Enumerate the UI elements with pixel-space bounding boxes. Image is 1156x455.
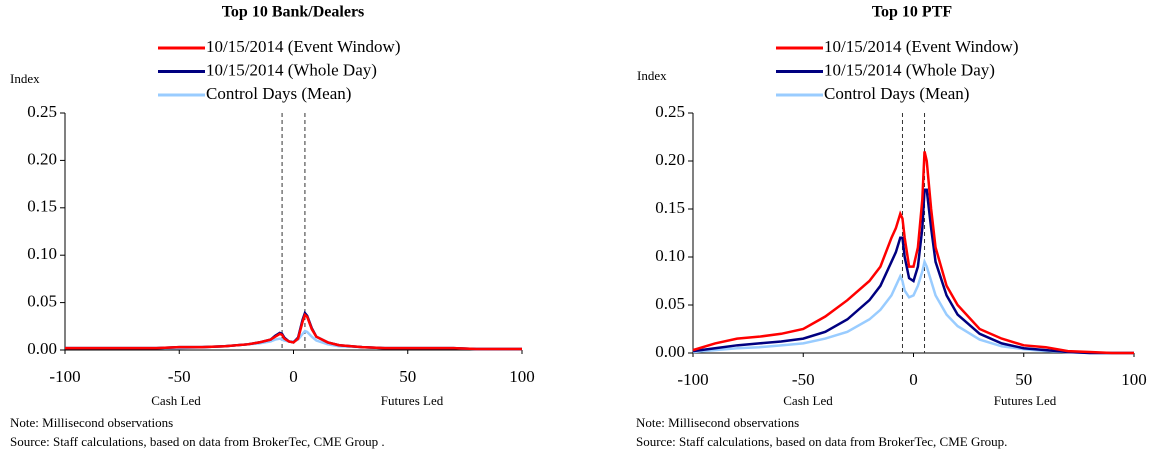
x-tick-label: 50 [1015, 370, 1032, 389]
source: Source: Staff calculations, based on dat… [636, 434, 1007, 449]
legend-label: Control Days (Mean) [206, 84, 351, 103]
y-tick-label: 0.20 [27, 149, 57, 168]
y-tick-label: 0.15 [27, 197, 57, 216]
data-line [65, 312, 522, 351]
x-tick-label: -50 [792, 370, 815, 389]
data-line [692, 151, 1134, 355]
y-tick-label: 0.00 [655, 342, 685, 361]
note: Note: Millisecond observations [10, 415, 173, 430]
x-tick-label: -100 [677, 370, 708, 389]
legend-label: 10/15/2014 (Event Window) [206, 37, 400, 56]
y-tick-label: 0.05 [27, 292, 57, 311]
data-line [692, 188, 1134, 355]
legend-label: 10/15/2014 (Whole Day) [824, 60, 995, 79]
x-tick-label: -50 [168, 367, 191, 386]
legend-label: 10/15/2014 (Event Window) [824, 37, 1018, 56]
y-tick-label: 0.25 [27, 102, 57, 121]
x-tick-label: 0 [289, 367, 298, 386]
y-tick-label: 0.05 [655, 294, 685, 313]
y-axis-label: Index [637, 68, 667, 83]
y-tick-label: 0.25 [655, 102, 685, 121]
axis-annotation: Cash Led [151, 393, 201, 408]
y-tick-label: 0.00 [27, 339, 57, 358]
y-tick-label: 0.20 [655, 150, 685, 169]
x-tick-label: 0 [909, 370, 918, 389]
axis-annotation: Futures Led [994, 393, 1057, 408]
legend-label: 10/15/2014 (Whole Day) [206, 60, 377, 79]
data-line [65, 329, 522, 351]
x-tick-label: 100 [1121, 370, 1147, 389]
axis-annotation: Futures Led [381, 393, 444, 408]
axis-annotation: Cash Led [783, 393, 833, 408]
x-tick-label: 100 [509, 367, 535, 386]
y-tick-label: 0.10 [27, 244, 57, 263]
source: Source: Staff calculations, based on dat… [10, 434, 385, 449]
chart-title: Top 10 PTF [872, 4, 953, 21]
y-axis-label: Index [10, 71, 40, 86]
chart-title: Top 10 Bank/Dealers [222, 4, 365, 21]
y-tick-label: 0.10 [655, 246, 685, 265]
note: Note: Millisecond observations [636, 415, 799, 430]
x-tick-label: 50 [399, 367, 416, 386]
x-tick-label: -100 [49, 367, 80, 386]
y-tick-label: 0.15 [655, 198, 685, 217]
legend-label: Control Days (Mean) [824, 84, 969, 103]
data-line [692, 257, 1134, 355]
